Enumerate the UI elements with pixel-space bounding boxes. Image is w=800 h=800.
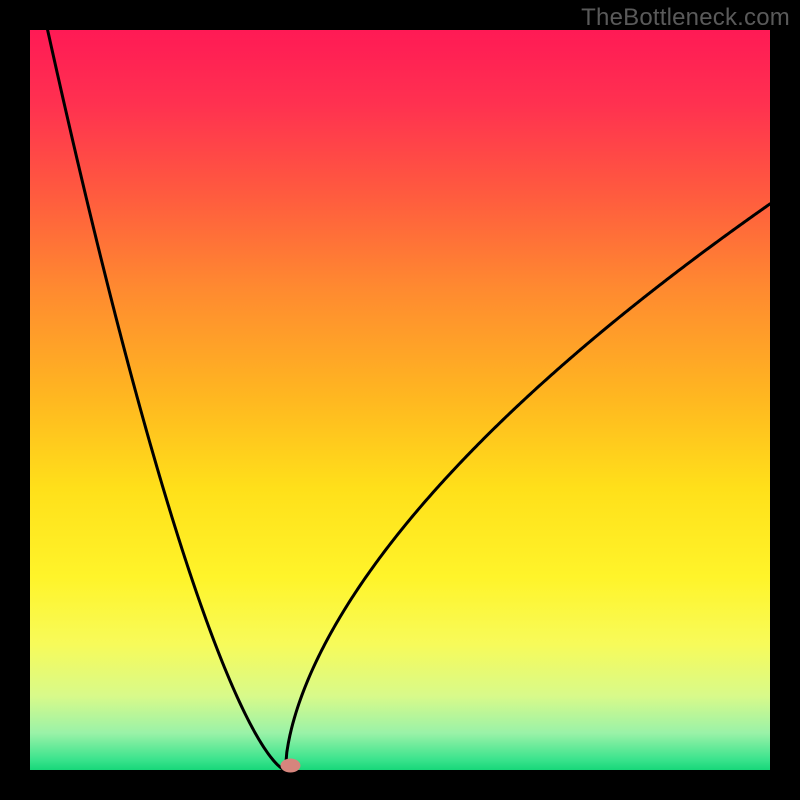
chart-background-gradient	[30, 30, 770, 770]
optimal-point-marker	[280, 759, 300, 773]
watermark-text: TheBottleneck.com	[581, 4, 790, 32]
bottleneck-chart	[0, 0, 800, 800]
